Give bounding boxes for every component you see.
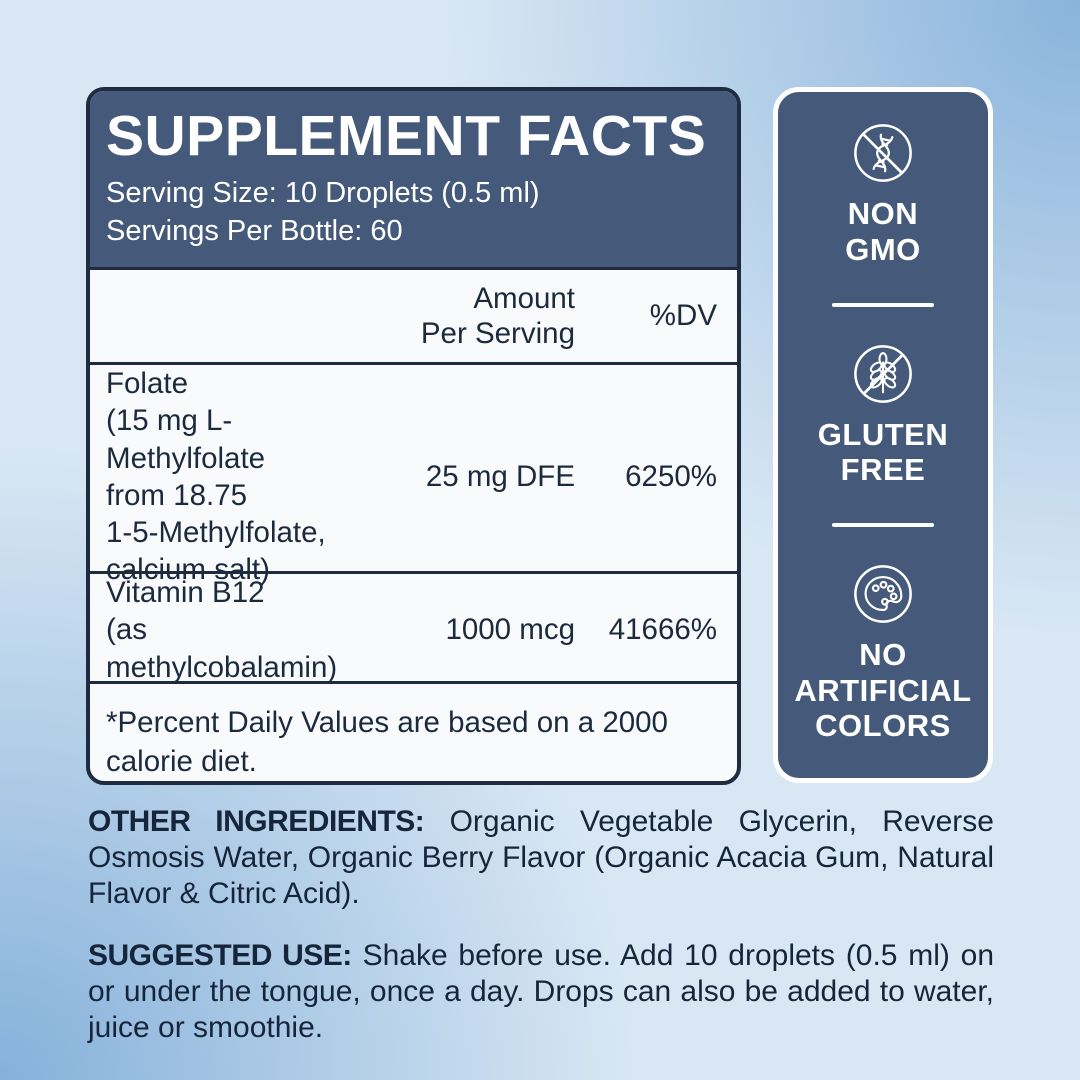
amount-column-header: Amount Per Serving: [420, 281, 575, 350]
nutrient-amount: 1000 mcg: [445, 613, 575, 647]
nutrient-dv: 41666%: [608, 613, 717, 647]
table-row-folate: Folate (15 mg L-Methylfolate from 18.75 …: [90, 365, 737, 586]
badge-gluten-free: GLUTEN FREE: [818, 343, 948, 488]
suggested-use-text: Shake before use. Add 10 droplets (0.5 m…: [88, 939, 995, 1044]
badge-divider: [832, 523, 934, 528]
facts-table-header-row: Amount Per Serving %DV: [90, 270, 737, 366]
nutrient-name: Vitamin B12 (as methylcobalamin): [106, 576, 338, 684]
suggested-use-paragraph: SUGGESTED USE: Shake before use. Add 10 …: [88, 938, 994, 1046]
other-ingredients-label: OTHER INGREDIENTS:: [88, 805, 425, 838]
daily-value-footnote: *Percent Daily Values are based on a 200…: [106, 706, 668, 778]
claims-badges-panel: NON GMO GLUTEN FREE: [773, 87, 993, 783]
table-row-vitamin-b12: Vitamin B12 (as methylcobalamin) 1000 mc…: [90, 574, 737, 685]
nutrient-amount: 25 mg DFE: [425, 459, 575, 493]
dv-column-header: %DV: [649, 298, 717, 332]
other-ingredients-paragraph: OTHER INGREDIENTS: Organic Vegetable Gly…: [88, 804, 994, 912]
nutrient-name: Folate (15 mg L-Methylfolate from 18.75 …: [106, 367, 326, 587]
facts-header: SUPPLEMENT FACTS Serving Size: 10 Drople…: [90, 91, 737, 270]
badge-no-artificial-colors: NO ARTIFICIAL COLORS: [794, 563, 971, 744]
nutrient-dv: 6250%: [625, 459, 717, 493]
badge-label: GLUTEN FREE: [817, 416, 949, 488]
gluten-free-icon: [854, 344, 912, 403]
suggested-use-label: SUGGESTED USE:: [88, 939, 352, 972]
serving-size-text: Serving Size: 10 Droplets (0.5 ml): [106, 177, 540, 210]
no-gmo-icon: [854, 124, 912, 182]
bottom-text-block: OTHER INGREDIENTS: Organic Vegetable Gly…: [88, 804, 994, 1072]
supplement-facts-panel: SUPPLEMENT FACTS Serving Size: 10 Drople…: [86, 87, 741, 785]
other-ingredients-text: Organic Vegetable Glycerin, Reverse Osmo…: [88, 805, 994, 910]
badge-divider: [832, 302, 934, 307]
badge-label: NON GMO: [845, 196, 921, 267]
no-artificial-colors-icon: [854, 565, 912, 623]
badge-non-gmo: NON GMO: [845, 122, 921, 267]
facts-title: SUPPLEMENT FACTS: [106, 104, 707, 168]
badge-label: NO ARTIFICIAL COLORS: [794, 637, 972, 744]
servings-per-bottle-text: Servings Per Bottle: 60: [106, 214, 403, 247]
